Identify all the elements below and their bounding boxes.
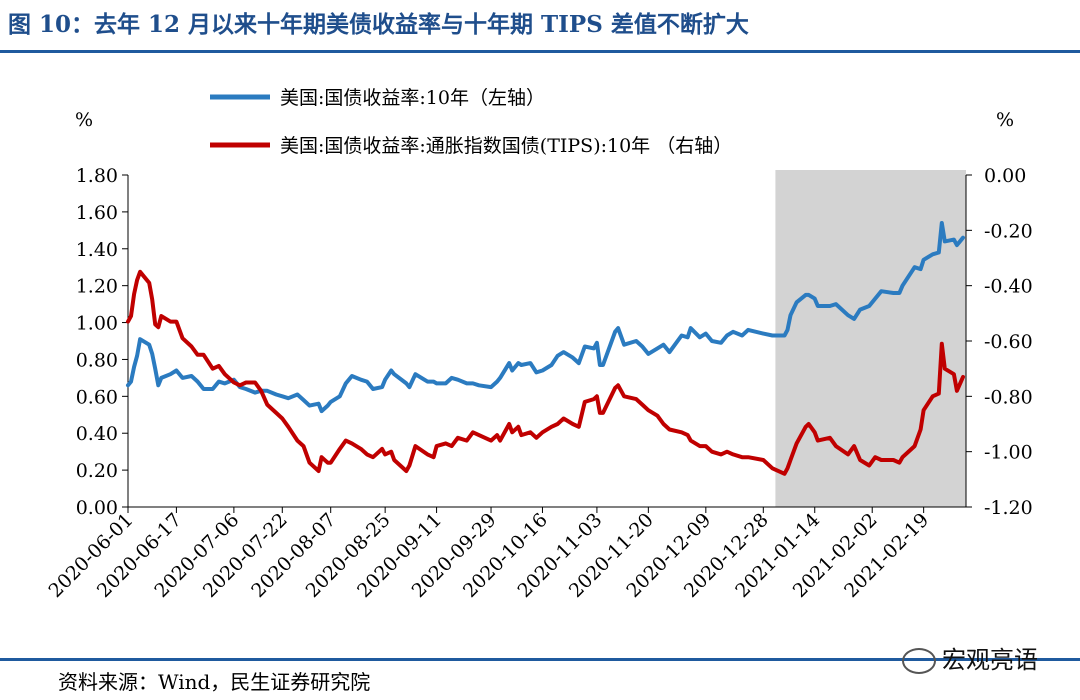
legend-label: 美国:国债收益率:10年（左轴） [280,87,545,109]
left-tick-label: 0.80 [76,349,118,371]
source-note: 资料来源：Wind，民生证券研究院 [58,670,371,694]
left-tick-label: 1.40 [76,239,118,261]
watermark: 宏观亮语 [902,640,1038,675]
series-line-us10y [126,221,965,414]
series-line-tips10y [126,269,965,476]
left-tick-label: 1.00 [76,313,118,335]
left-tick-label: 0.00 [76,497,118,519]
right-tick-label: 0.00 [984,165,1026,187]
right-tick-label: -0.20 [984,220,1033,242]
legend-label: 美国:国债收益率:通胀指数国债(TIPS):10年 （右轴） [280,135,732,157]
right-tick-label: -0.60 [984,331,1033,353]
left-tick-label: 1.20 [76,276,118,298]
shaded-region [775,170,966,507]
wechat-icon [902,648,936,674]
right-tick-label: -0.40 [984,276,1033,298]
right-tick-label: -1.00 [984,442,1033,464]
left-tick-label: 1.80 [76,165,118,187]
left-tick-label: 0.40 [76,423,118,445]
right-tick-label: -1.20 [984,497,1033,519]
figure-title: 图 10：去年 12 月以来十年期美债收益率与十年期 TIPS 差值不断扩大 [8,11,749,38]
left-tick-label: 1.60 [76,202,118,224]
right-tick-label: -0.80 [984,386,1033,408]
title-rule [0,50,1080,53]
dual-axis-line-chart: 0.00 0.20 0.40 0.60 0.80 1.00 1.20 1.40 1.60 1.80… [45,87,1033,602]
left-axis-unit: % [75,109,93,131]
watermark-text: 宏观亮语 [942,646,1038,674]
left-tick-label: 0.20 [76,460,118,482]
left-tick-label: 0.60 [76,386,118,408]
right-axis-unit: % [996,109,1014,131]
footer-rule [0,658,1080,661]
